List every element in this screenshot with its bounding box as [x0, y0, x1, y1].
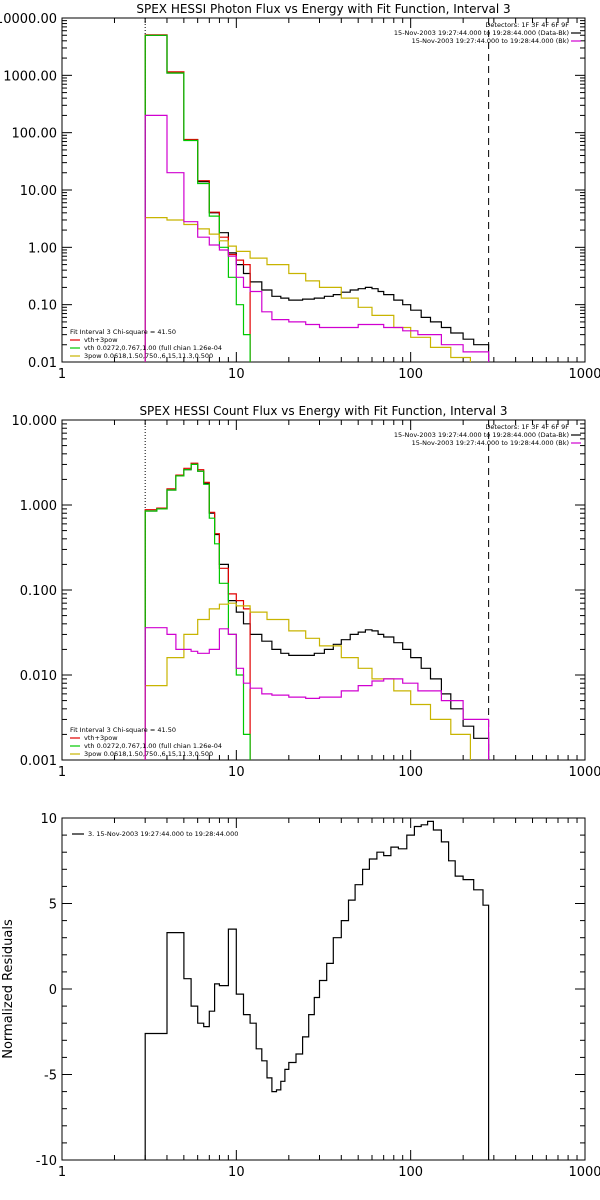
x-tick-label: 1000: [568, 1165, 600, 1180]
legend-entry: vth+3pow: [84, 734, 118, 742]
legend-entry: 15-Nov-2003 19:27:44.000 to 19:28:44.000…: [394, 29, 569, 37]
residuals-panel: 1 10 100 1000 -10 -5 0 5 10 Normalized Residuals 3…: [1, 812, 600, 1180]
legend-entry: 3. 15-Nov-2003 19:27:44.000 to 19:28:44.…: [88, 830, 238, 838]
y-axis-label: Normalized Residuals: [1, 919, 16, 1059]
y-tick-label: 0.001: [20, 754, 57, 769]
x-tick-label: 10: [228, 1165, 245, 1180]
series-group: [144, 820, 490, 1160]
y-tick-label: 0: [49, 983, 57, 998]
legend-entry: 15-Nov-2003 19:27:44.000 to 19:28:44.000…: [412, 37, 569, 45]
legend-entry: 3pow 0.0618,1.50,750.,6.15,11.3,0.500: [84, 352, 213, 360]
x-tick-label: 10: [228, 765, 245, 780]
x-tick-label: 10: [228, 367, 245, 382]
x-tick-label: 100: [398, 367, 423, 382]
legend-entry: 15-Nov-2003 19:27:44.000 to 19:28:44.000…: [394, 431, 569, 439]
series-group: [144, 462, 490, 760]
y-tick-label: 10.000: [12, 414, 58, 429]
series-line: [144, 463, 251, 760]
legend-entry: vth 0.0272,0.767,1.00 (full chian 1.26e-…: [84, 344, 222, 352]
y-tick-label: -5: [44, 1069, 57, 1084]
y-tick-label: 1.00: [28, 241, 57, 256]
legend-entry: 15-Nov-2003 19:27:44.000 to 19:28:44.000…: [412, 439, 569, 447]
chart-title: SPEX HESSI Photon Flux vs Energy with Fi…: [136, 2, 510, 16]
series-line: [144, 463, 490, 760]
x-tick-label: 100: [398, 765, 423, 780]
series-line: [144, 34, 251, 362]
series-line: [144, 627, 490, 760]
x-tick-label: 100: [398, 1165, 423, 1180]
y-tick-label: 10000.00: [0, 12, 57, 27]
legend-entry: vth+3pow: [84, 336, 118, 344]
x-tick-label: 1: [58, 1165, 66, 1180]
legend-entry: vth 0.0272,0.767,1.00 (full chian 1.26e-…: [84, 742, 222, 750]
legend-entry: Detectors: 1F 3F 4F 6F 9F: [485, 21, 569, 29]
y-tick-label: 0.01: [28, 356, 57, 371]
x-tick-label: 1000: [568, 765, 600, 780]
series-line: [144, 602, 471, 760]
y-tick-label: 100.00: [12, 127, 58, 142]
series-group: [144, 34, 490, 362]
y-tick-label: 1.000: [20, 499, 57, 514]
legend-entry: Fit Interval 3 Chi-square = 41.50: [70, 726, 176, 734]
plot-frame: [61, 17, 586, 363]
photon-flux-panel: SPEX HESSI Photon Flux vs Energy with Fi…: [0, 2, 600, 382]
series-line: [144, 114, 490, 362]
plot-frame: [61, 419, 586, 761]
count-flux-panel: SPEX HESSI Count Flux vs Energy with Fit…: [12, 404, 600, 780]
legend-entry: 3pow 0.0618,1.50,750.,6.15,11.3,0.500: [84, 750, 213, 758]
x-tick-label: 1: [58, 765, 66, 780]
series-line: [144, 820, 490, 1160]
series-line: [144, 34, 251, 362]
y-tick-label: 0.10: [28, 299, 57, 314]
y-tick-label: 0.100: [20, 584, 57, 599]
legend-entry: Detectors: 1F 3F 4F 6F 9F: [485, 423, 569, 431]
y-tick-label: 1000.00: [3, 69, 57, 84]
y-tick-label: 10: [40, 812, 57, 827]
y-tick-label: 5: [49, 898, 57, 913]
x-tick-label: 1000: [568, 367, 600, 382]
series-line: [144, 462, 251, 760]
y-tick-label: -10: [36, 1154, 57, 1169]
chart-title: SPEX HESSI Count Flux vs Energy with Fit…: [139, 404, 507, 418]
y-tick-label: 0.010: [20, 669, 57, 684]
series-line: [144, 34, 490, 362]
y-tick-label: 10.00: [20, 184, 57, 199]
plot-frame: [61, 817, 586, 1161]
legend-entry: Fit Interval 3 Chi-square = 41.50: [70, 328, 176, 336]
x-tick-label: 1: [58, 367, 66, 382]
